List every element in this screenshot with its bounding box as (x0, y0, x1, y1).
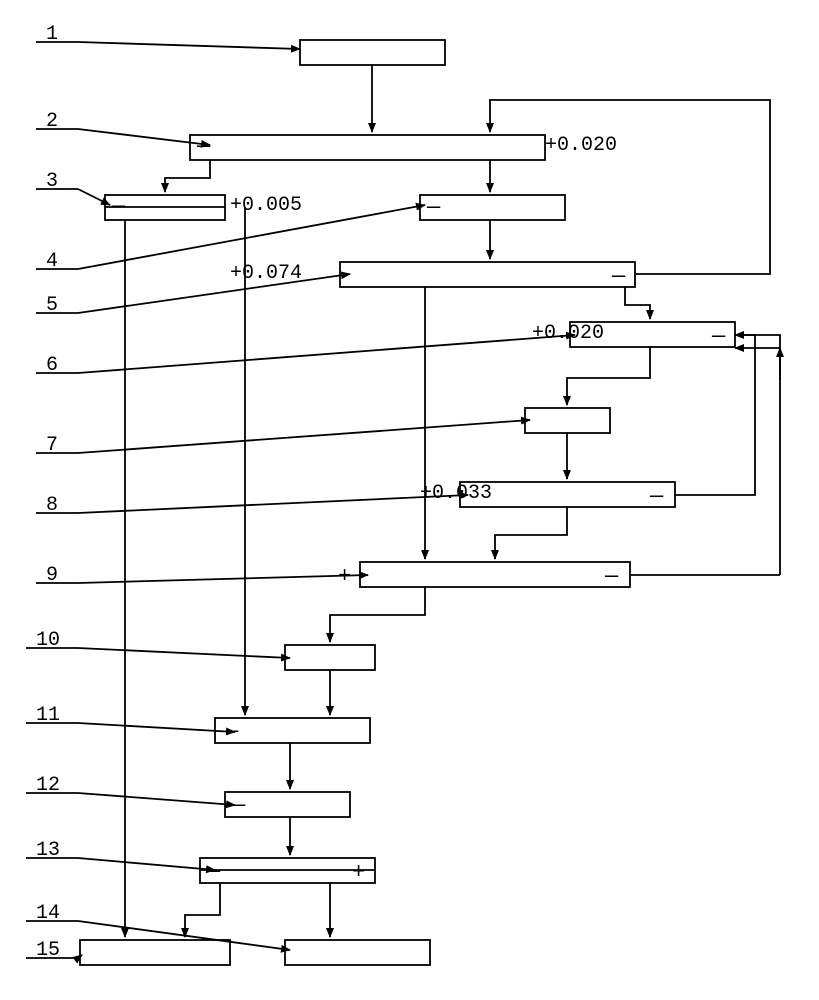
sign-2-minus: — (196, 134, 211, 159)
callout-leader-13 (78, 858, 215, 870)
sign-9-minus: — (604, 564, 619, 589)
callout-leader-7 (78, 420, 530, 453)
callout-leader-1 (78, 42, 300, 49)
callout-leader-11 (78, 723, 235, 732)
callout-leader-12 (78, 793, 235, 805)
callout-leader-6 (78, 335, 575, 373)
box-8 (460, 482, 675, 507)
flowchart-diagram: +0.020 +0.005 +0.074 +0.020 +0.033 — — —… (0, 0, 819, 1000)
box-11 (215, 718, 370, 743)
box-5 (340, 262, 635, 287)
callout-leader-5 (78, 274, 350, 313)
sign-8-minus: — (649, 484, 664, 509)
values: +0.020 +0.005 +0.074 +0.020 +0.033 (230, 134, 617, 505)
box-1 (300, 40, 445, 65)
value-6: +0.020 (532, 322, 604, 345)
value-2: +0.020 (545, 134, 617, 157)
box-9 (360, 562, 630, 587)
box-14 (285, 940, 430, 965)
box-10 (285, 645, 375, 670)
box-4 (420, 195, 565, 220)
value-8: +0.033 (420, 482, 492, 505)
callout-leader-8 (78, 495, 468, 513)
value-3: +0.005 (230, 194, 302, 217)
box-15 (80, 940, 230, 965)
sign-5-minus: — (611, 264, 626, 289)
callout-leader-9 (78, 575, 368, 583)
sign-4-minus: — (426, 195, 441, 220)
sign-13-plus: + (352, 860, 365, 885)
sign-6-minus: — (711, 324, 726, 349)
sign-13-minus: — (206, 859, 221, 884)
sign-3-minus: — (111, 194, 126, 219)
box-2 (190, 135, 545, 160)
callout-leader-10 (78, 648, 290, 658)
box-7 (525, 408, 610, 433)
